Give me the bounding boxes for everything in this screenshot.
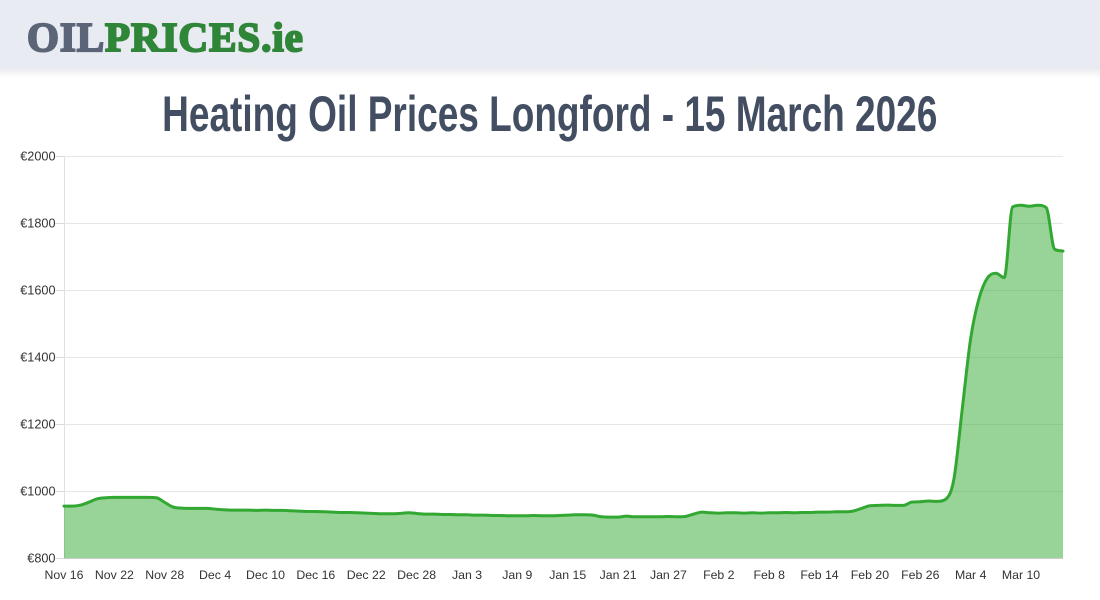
svg-text:€2000: €2000: [20, 150, 55, 164]
svg-text:Jan 3: Jan 3: [452, 568, 482, 582]
svg-text:Nov 16: Nov 16: [45, 568, 84, 582]
svg-text:Feb 26: Feb 26: [901, 568, 939, 582]
svg-text:Nov 28: Nov 28: [145, 568, 184, 582]
svg-text:Mar 4: Mar 4: [955, 568, 987, 582]
svg-text:Dec 16: Dec 16: [296, 568, 335, 582]
svg-text:Nov 22: Nov 22: [95, 568, 134, 582]
svg-text:€1800: €1800: [20, 217, 55, 231]
svg-text:€800: €800: [27, 552, 55, 566]
svg-text:Dec 22: Dec 22: [347, 568, 386, 582]
svg-text:Dec 28: Dec 28: [397, 568, 436, 582]
svg-text:Mar 10: Mar 10: [1002, 568, 1040, 582]
svg-text:€1200: €1200: [20, 418, 55, 432]
svg-text:Feb 14: Feb 14: [800, 568, 838, 582]
svg-text:€1600: €1600: [20, 284, 55, 298]
svg-text:Feb 2: Feb 2: [703, 568, 735, 582]
svg-text:Feb 20: Feb 20: [851, 568, 889, 582]
svg-text:Jan 15: Jan 15: [549, 568, 586, 582]
svg-text:€1000: €1000: [20, 485, 55, 499]
svg-text:Dec 10: Dec 10: [246, 568, 285, 582]
svg-text:Dec 4: Dec 4: [199, 568, 231, 582]
svg-text:€1400: €1400: [20, 351, 55, 365]
svg-text:Jan 27: Jan 27: [650, 568, 687, 582]
svg-text:Jan 21: Jan 21: [600, 568, 637, 582]
svg-text:Feb 8: Feb 8: [753, 568, 785, 582]
svg-text:Jan 9: Jan 9: [502, 568, 532, 582]
